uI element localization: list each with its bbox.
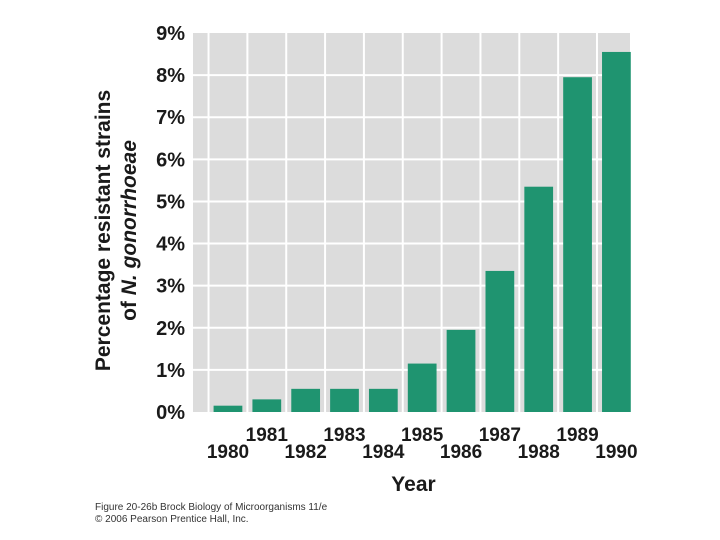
grid-lines (193, 33, 630, 412)
x-tick-label: 1989 (556, 425, 598, 446)
bar-1983 (330, 388, 359, 412)
y-axis-title-line2: of N. gonorrhoeae (118, 140, 141, 321)
y-tick-label: 8% (156, 65, 185, 87)
bar-1990 (602, 51, 631, 412)
x-tick-label: 1988 (518, 442, 560, 463)
x-tick-label: 1983 (323, 425, 365, 446)
copyright-caption: © 2006 Pearson Prentice Hall, Inc. (95, 514, 249, 525)
x-tick-label: 1986 (440, 442, 482, 463)
x-tick-label: 1990 (595, 442, 637, 463)
x-axis-title: Year (391, 473, 435, 496)
y-tick-label: 5% (156, 191, 185, 213)
y-axis-title: Percentage resistant strains of N. gonor… (92, 90, 141, 371)
bar-1989 (563, 77, 592, 412)
y-tick-label: 2% (156, 318, 185, 340)
y-axis-title-line1: Percentage resistant strains (92, 90, 115, 371)
bar-1987 (485, 270, 515, 412)
bar-1981 (252, 399, 282, 412)
y-tick-label: 1% (156, 360, 185, 382)
y-tick-label: 4% (156, 234, 185, 256)
y-tick-labels: 0% 1% 2% 3% 4% 5% 6% 7% 8% 9% (156, 23, 185, 424)
y-tick-label: 0% (156, 402, 185, 424)
bar-series (213, 51, 631, 412)
y-tick-label: 7% (156, 107, 185, 129)
x-tick-label: 1985 (401, 425, 444, 446)
x-tick-label: 1984 (362, 442, 405, 463)
x-tick-labels: 1980198119821983198419851986198719881989… (207, 425, 638, 463)
bar-1984 (368, 388, 398, 412)
x-tick-label: 1982 (285, 442, 327, 463)
y-axis-title-prefix: of (118, 295, 141, 321)
y-tick-label: 9% (156, 23, 185, 45)
bar-1988 (524, 186, 554, 412)
x-tick-label: 1987 (479, 425, 521, 446)
x-tick-label: 1981 (246, 425, 289, 446)
figure-caption: Figure 20-26b Brock Biology of Microorga… (95, 502, 328, 513)
bar-1980 (213, 405, 243, 412)
y-axis-title-species: N. gonorrhoeae (118, 140, 141, 296)
y-tick-label: 3% (156, 276, 185, 298)
x-tick-label: 1980 (207, 442, 249, 463)
bar-1986 (446, 329, 476, 412)
bar-1985 (407, 363, 437, 412)
y-tick-label: 6% (156, 149, 185, 171)
bar-1982 (291, 388, 321, 412)
